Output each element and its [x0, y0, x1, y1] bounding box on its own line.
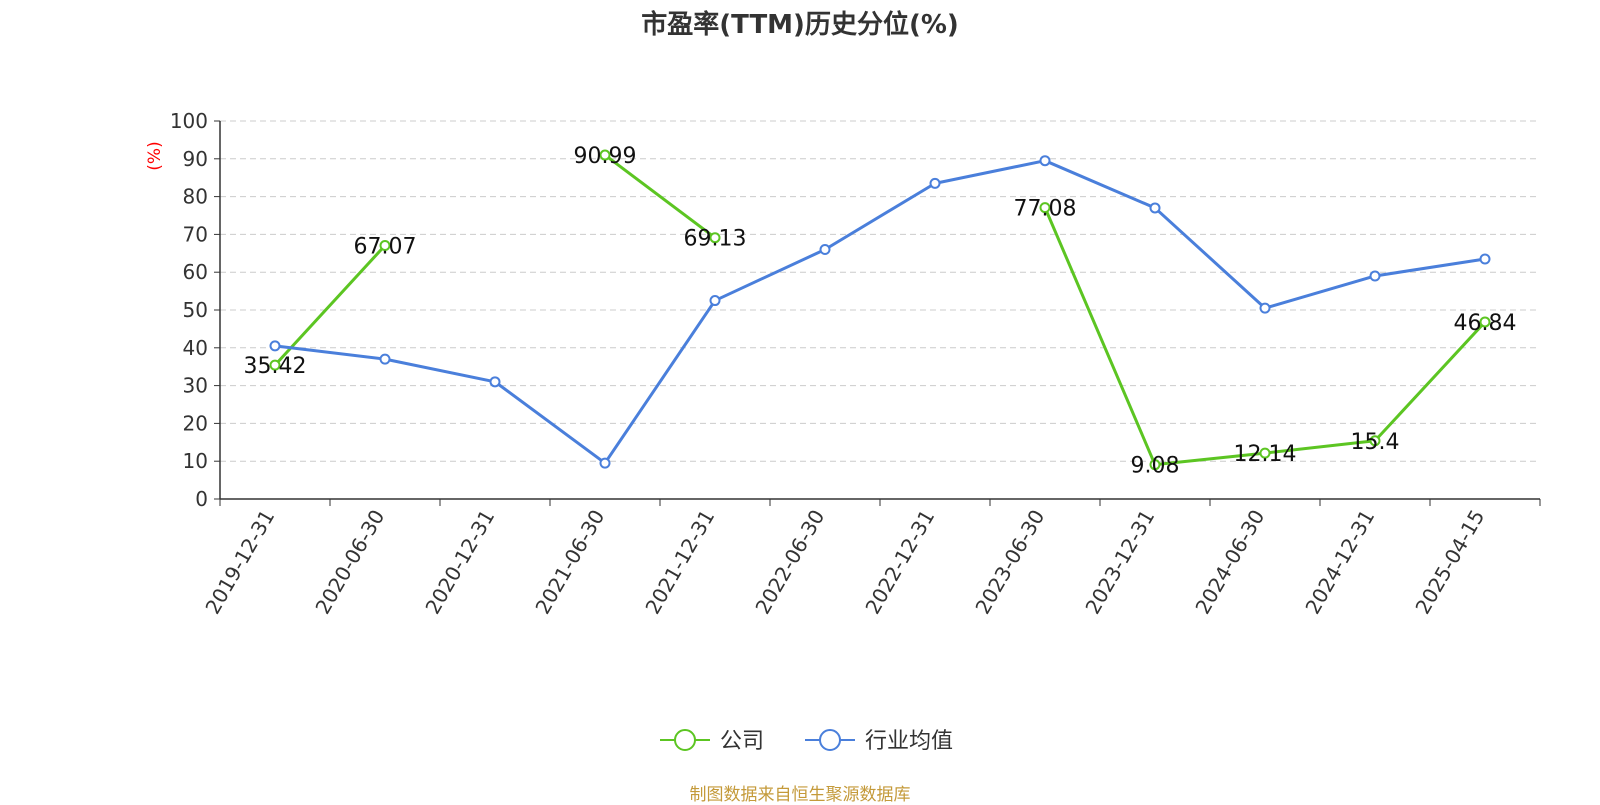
x-tick-label: 2022-12-31: [860, 506, 939, 619]
data-point[interactable]: [1149, 459, 1161, 471]
y-tick-label: 40: [183, 336, 208, 360]
data-point[interactable]: [1369, 435, 1381, 447]
y-tick-label: 20: [183, 411, 208, 435]
data-point[interactable]: [819, 244, 831, 256]
y-tick-label: 30: [183, 374, 208, 398]
data-point[interactable]: [709, 295, 721, 307]
data-point[interactable]: [1479, 316, 1491, 328]
x-tick-label: 2019-12-31: [200, 506, 279, 619]
data-point[interactable]: [929, 177, 941, 189]
x-tick-label: 2020-12-31: [420, 506, 499, 619]
y-tick-label: 100: [170, 109, 208, 133]
data-label: 77.08: [1014, 197, 1077, 222]
legend-marker: [674, 729, 696, 751]
axes: 0 10 20 30 40 50 60 70 80 90 100 2019-12-31 2020-06-…: [170, 109, 1541, 619]
x-tick-label: 2023-06-30: [970, 506, 1049, 619]
data-point[interactable]: [1149, 202, 1161, 214]
data-label: 46.84: [1454, 311, 1517, 336]
x-tick-label: 2025-04-15: [1410, 506, 1489, 619]
series-layer: [269, 149, 1491, 471]
data-point[interactable]: [599, 457, 611, 469]
legend-item-0[interactable]: 公司: [660, 729, 764, 754]
data-point[interactable]: [379, 353, 391, 365]
data-label: 12.14: [1234, 442, 1297, 467]
y-tick-label: 0: [195, 487, 208, 511]
y-tick-label: 50: [183, 298, 208, 322]
data-point[interactable]: [1369, 270, 1381, 282]
x-tick-label: 2024-12-31: [1300, 506, 1379, 619]
data-point[interactable]: [1039, 155, 1051, 167]
data-point[interactable]: [709, 232, 721, 244]
series-line: [273, 244, 387, 367]
data-label: 35.42: [244, 354, 307, 379]
data-label: 90.99: [574, 144, 637, 169]
data-point[interactable]: [269, 340, 281, 352]
series-line: [274, 159, 1486, 465]
x-tick-label: 2024-06-30: [1190, 506, 1269, 619]
chart-title: 市盈率(TTM)历史分位(%): [641, 10, 959, 40]
legend-marker: [819, 729, 841, 751]
data-labels: 35.42 67.07 90.99 69.13 77.08 9.08 12.14 15.4 46…: [244, 144, 1517, 479]
x-tick-label: 2023-12-31: [1080, 506, 1159, 619]
legend-label: 行业均值: [865, 729, 953, 754]
y-tick-label: 60: [183, 260, 208, 284]
data-label: 69.13: [684, 227, 747, 252]
data-label: 9.08: [1131, 454, 1180, 479]
x-tick-label: 2022-06-30: [750, 506, 829, 619]
data-point[interactable]: [1259, 447, 1271, 459]
source-note: 制图数据来自恒生聚源数据库: [689, 785, 911, 805]
data-point[interactable]: [489, 376, 501, 388]
series-0: [269, 149, 1491, 471]
series-1: [269, 155, 1491, 469]
data-point[interactable]: [379, 239, 391, 251]
series-line: [604, 153, 716, 239]
y-tick-label: 70: [183, 222, 208, 246]
y-tick-label: 10: [183, 449, 208, 473]
data-point[interactable]: [1039, 202, 1051, 214]
x-tick-label: 2021-12-31: [640, 506, 719, 619]
y-tick-label: 90: [183, 147, 208, 171]
x-tick-label: 2021-06-30: [530, 506, 609, 619]
data-point[interactable]: [269, 359, 281, 371]
legend-item-1[interactable]: 行业均值: [805, 729, 953, 754]
y-axis-label: (%): [145, 141, 165, 170]
y-tick-label: 80: [183, 185, 208, 209]
grid-lines: [220, 120, 1540, 462]
data-point[interactable]: [1259, 302, 1271, 314]
x-tick-label: 2020-06-30: [310, 506, 389, 619]
legend[interactable]: 公司 行业均值: [660, 729, 953, 754]
data-label: 15.4: [1351, 430, 1400, 455]
series-line: [1043, 207, 1487, 467]
data-point[interactable]: [599, 149, 611, 161]
legend-label: 公司: [720, 729, 764, 754]
data-point[interactable]: [1479, 253, 1491, 265]
data-label: 67.07: [354, 234, 417, 259]
